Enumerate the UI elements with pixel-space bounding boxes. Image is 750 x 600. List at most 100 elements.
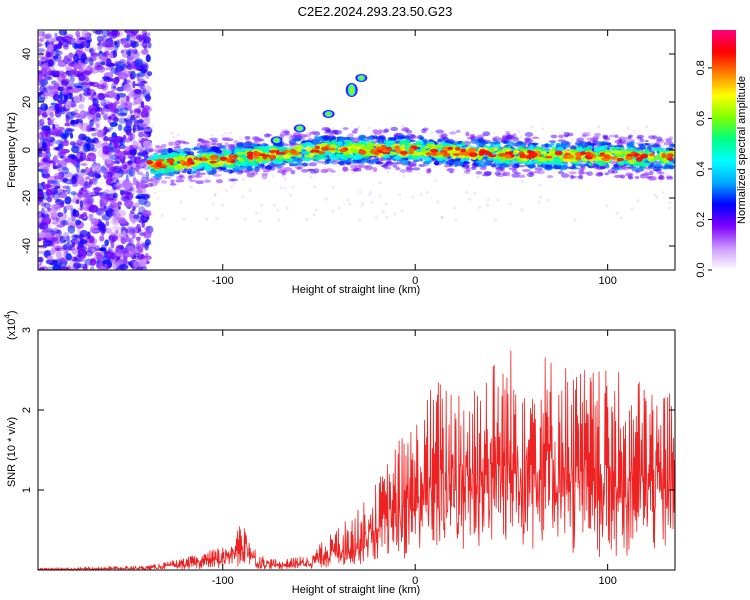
noise-blob bbox=[119, 138, 125, 143]
band-blob bbox=[557, 171, 564, 175]
noise-blob bbox=[81, 186, 87, 193]
noise-blob bbox=[117, 112, 128, 116]
faint-point bbox=[358, 218, 362, 222]
noise-blob bbox=[52, 128, 61, 137]
band-blob bbox=[540, 150, 547, 154]
noise-blob bbox=[135, 164, 140, 173]
band-blob bbox=[217, 142, 223, 146]
band-blob bbox=[544, 164, 553, 170]
faint-point bbox=[454, 218, 458, 222]
noise-blob bbox=[122, 230, 127, 239]
band-blob bbox=[209, 160, 217, 164]
band-blob bbox=[164, 176, 172, 179]
noise-blob bbox=[90, 229, 101, 233]
noise-blob bbox=[97, 208, 103, 216]
noise-blob bbox=[66, 235, 71, 245]
noise-blob bbox=[45, 259, 55, 265]
noise-blob bbox=[38, 250, 45, 254]
faint-point bbox=[230, 185, 234, 189]
noise-blob bbox=[143, 131, 152, 138]
noise-blob bbox=[73, 53, 79, 62]
noise-blob bbox=[50, 247, 56, 256]
band-blob bbox=[470, 138, 479, 144]
band-blob bbox=[236, 142, 244, 148]
band-blob bbox=[209, 137, 218, 141]
noise-blob bbox=[42, 230, 52, 238]
band-blob bbox=[545, 155, 553, 159]
band-blob bbox=[516, 157, 522, 162]
faint-point bbox=[258, 219, 262, 223]
noise-blob bbox=[38, 213, 41, 218]
noise-blob bbox=[87, 244, 93, 252]
colorbar-ticks: 0.00.20.40.60.8 bbox=[695, 60, 712, 278]
band-blob bbox=[382, 129, 388, 134]
band-blob bbox=[426, 143, 433, 149]
band-blob bbox=[161, 143, 167, 148]
band-blob bbox=[340, 154, 345, 160]
streak-blob bbox=[326, 112, 332, 116]
noise-blob bbox=[90, 68, 99, 74]
noise-blob bbox=[38, 48, 46, 53]
faint-point bbox=[179, 200, 183, 204]
noise-blob bbox=[78, 152, 87, 162]
band-blob bbox=[652, 136, 657, 140]
band-blob bbox=[155, 161, 163, 167]
faint-point bbox=[402, 174, 406, 178]
noise-blob bbox=[44, 91, 50, 97]
noise-blob bbox=[100, 165, 106, 174]
band-blob bbox=[210, 156, 218, 161]
noise-blob bbox=[48, 139, 54, 147]
faint-point bbox=[210, 133, 214, 137]
snr-xlabel: Height of straight line (km) bbox=[292, 584, 420, 596]
noise-blob bbox=[54, 80, 62, 85]
faint-point bbox=[367, 126, 371, 130]
band-blob bbox=[550, 134, 558, 139]
band-blob bbox=[524, 131, 534, 138]
noise-blob bbox=[80, 53, 88, 62]
noise-blob bbox=[87, 246, 97, 254]
band-blob bbox=[589, 153, 595, 157]
band-blob bbox=[270, 150, 275, 154]
noise-blob bbox=[65, 253, 72, 261]
noise-blob bbox=[75, 199, 80, 205]
band-blob bbox=[408, 147, 415, 153]
noise-blob bbox=[129, 73, 134, 80]
band-blob bbox=[658, 174, 664, 179]
noise-blob bbox=[80, 82, 89, 86]
noise-blob bbox=[54, 199, 65, 205]
noise-blob bbox=[64, 196, 72, 205]
noise-blob bbox=[111, 225, 122, 231]
noise-blob bbox=[110, 240, 115, 249]
noise-blob bbox=[43, 202, 51, 209]
band-blob bbox=[502, 171, 511, 177]
band-blob bbox=[157, 158, 164, 162]
noise-blob bbox=[75, 44, 85, 49]
noise-blob bbox=[107, 102, 117, 110]
noise-blob bbox=[145, 93, 151, 102]
faint-point bbox=[465, 190, 469, 194]
noise-blob bbox=[91, 177, 97, 183]
noise-blob bbox=[82, 263, 86, 267]
band-blob bbox=[423, 156, 432, 161]
band-blob bbox=[374, 151, 380, 156]
colorbar-tick-label: 0.2 bbox=[695, 212, 707, 227]
noise-blob bbox=[109, 231, 118, 237]
noise-blob bbox=[50, 126, 58, 136]
noise-blob bbox=[144, 243, 149, 251]
band-blob bbox=[372, 129, 379, 134]
faint-point bbox=[331, 186, 335, 190]
colorbar-tick-label: 0.4 bbox=[695, 161, 707, 176]
noise-blob bbox=[87, 171, 97, 177]
noise-blob bbox=[145, 95, 152, 102]
y-tick-label: 2 bbox=[21, 407, 33, 413]
noise-blob bbox=[38, 256, 44, 263]
noise-blob bbox=[78, 233, 83, 242]
noise-blob bbox=[49, 160, 56, 164]
band-blob bbox=[193, 157, 199, 160]
band-blob bbox=[160, 148, 169, 154]
band-blob bbox=[226, 146, 233, 150]
band-blob bbox=[170, 179, 175, 184]
noise-blob bbox=[108, 113, 118, 121]
noise-blob bbox=[85, 125, 92, 133]
noise-blob bbox=[83, 200, 93, 206]
